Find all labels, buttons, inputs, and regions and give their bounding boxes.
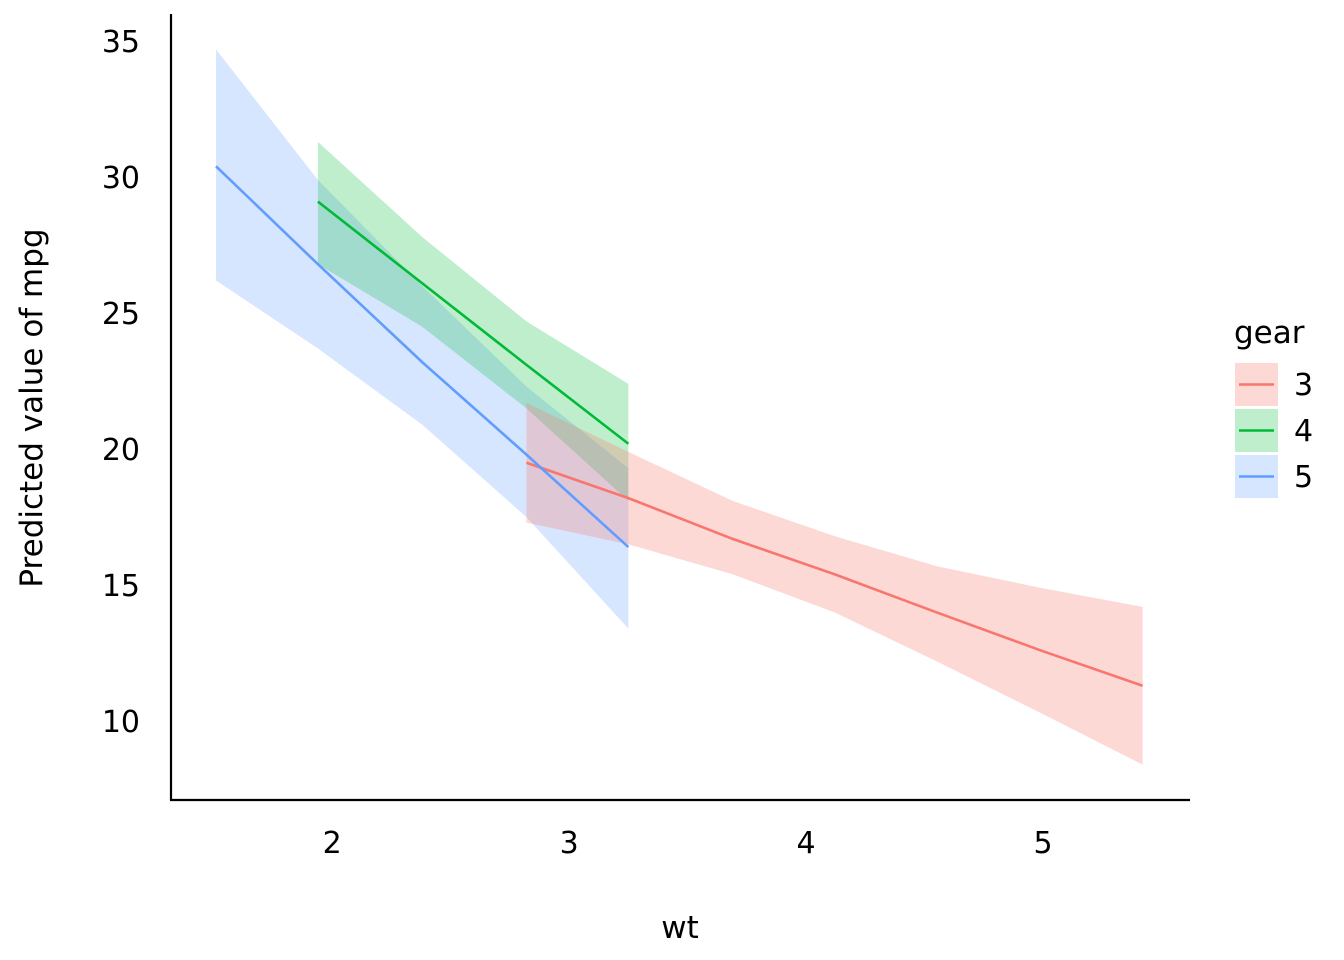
line-gear-4 <box>317 200 630 445</box>
x-axis-title: wt <box>661 910 699 946</box>
legend-label-gear-5: 5 <box>1294 460 1313 495</box>
x-axis-ticks: 2 3 4 5 <box>323 826 1053 861</box>
legend-title: gear <box>1234 315 1305 351</box>
x-tick-label: 5 <box>1034 826 1053 861</box>
legend-label-gear-3: 3 <box>1294 368 1313 403</box>
y-tick-label: 35 <box>102 25 140 60</box>
line-gear-3 <box>526 461 1144 687</box>
confidence-ribbons <box>216 49 1143 765</box>
legend-label-gear-4: 4 <box>1294 414 1313 449</box>
y-tick-label: 10 <box>102 705 140 740</box>
x-tick-label: 4 <box>797 826 816 861</box>
y-tick-label: 30 <box>102 161 140 196</box>
legend: gear 3 4 5 <box>1234 315 1313 498</box>
y-axis-title: Predicted value of mpg <box>14 228 50 587</box>
y-tick-label: 15 <box>102 569 140 604</box>
ribbon-gear-5 <box>216 49 629 629</box>
prediction-lines <box>215 165 1144 687</box>
y-tick-label: 25 <box>102 297 140 332</box>
ribbon-gear-4 <box>317 141 629 501</box>
y-axis-ticks: 10 15 20 25 30 35 <box>102 25 140 740</box>
y-tick-label: 20 <box>102 433 140 468</box>
x-tick-label: 3 <box>560 826 579 861</box>
ribbon-gear-3 <box>526 402 1143 765</box>
line-gear-5 <box>215 165 630 549</box>
x-tick-label: 2 <box>323 826 342 861</box>
